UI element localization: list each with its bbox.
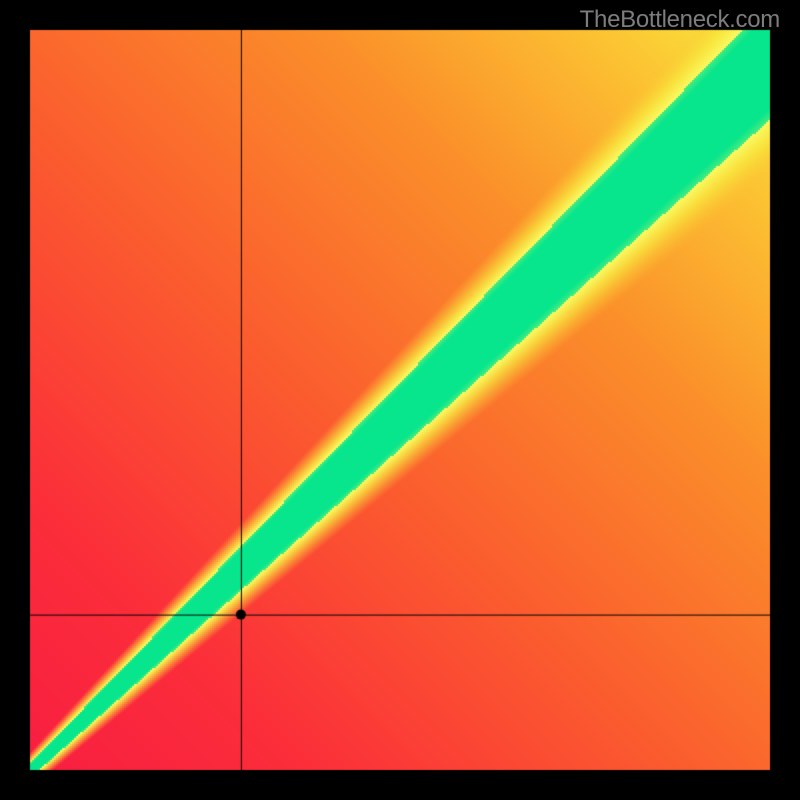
chart-container: TheBottleneck.com xyxy=(0,0,800,800)
bottleneck-heatmap-canvas xyxy=(0,0,800,800)
watermark-text: TheBottleneck.com xyxy=(580,6,780,34)
